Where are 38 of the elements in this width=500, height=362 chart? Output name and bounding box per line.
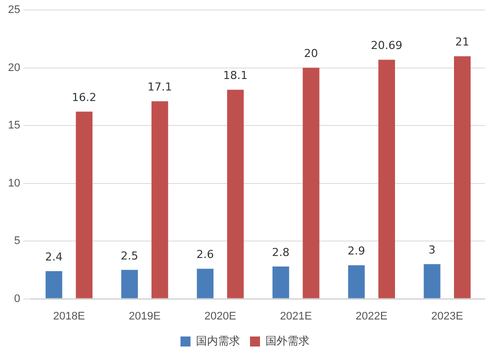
- data-label: 2.5: [120, 249, 138, 262]
- legend-label: 国内需求: [196, 334, 240, 348]
- x-tick-label: 2019E: [128, 310, 161, 322]
- data-label: 20: [304, 47, 318, 60]
- bar: [454, 56, 471, 298]
- y-tick-label: 0: [14, 292, 20, 305]
- y-tick-label: 10: [8, 177, 20, 190]
- x-tick-label: 2021E: [280, 310, 312, 322]
- bar: [76, 112, 92, 298]
- data-label: 2.4: [45, 250, 63, 264]
- data-label: 16.2: [72, 91, 96, 104]
- bar: [272, 266, 290, 298]
- bar: [424, 264, 440, 298]
- data-label: 2.6: [196, 248, 214, 262]
- x-tick-label: 2018E: [53, 310, 85, 322]
- x-tick-label: 2020E: [204, 310, 236, 322]
- data-label: 3: [428, 244, 436, 257]
- bar: [46, 271, 62, 298]
- bar: [227, 90, 244, 298]
- y-tick-label: 5: [14, 235, 20, 248]
- bar: [348, 265, 365, 298]
- x-tick-label: 2023E: [431, 310, 464, 322]
- y-tick-label: 15: [8, 120, 20, 132]
- bar: [196, 268, 214, 298]
- data-label: 20.69: [370, 39, 402, 52]
- y-tick-label: 20: [8, 62, 20, 74]
- bar: [302, 68, 320, 298]
- legend-label: 国外需求: [266, 334, 310, 348]
- y-tick-label: 25: [8, 4, 20, 16]
- bar: [378, 60, 396, 298]
- data-label: 21: [455, 36, 470, 49]
- data-label: 18.1: [223, 69, 248, 82]
- data-label: 2.9: [348, 244, 366, 258]
- bar: [151, 101, 168, 298]
- data-label: 2.8: [272, 246, 290, 259]
- x-tick-label: 2022E: [356, 310, 388, 322]
- data-label: 17.1: [148, 80, 172, 94]
- bar: [121, 270, 138, 298]
